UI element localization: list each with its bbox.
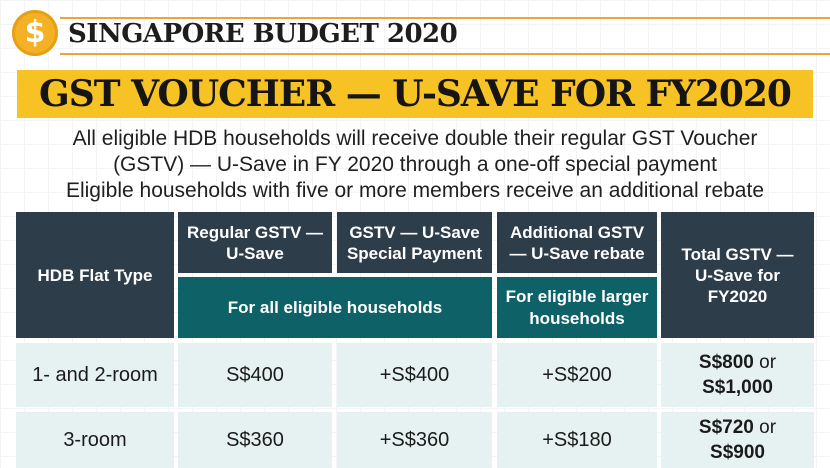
header-additional: Additional GSTV — U-Save rebate <box>497 212 657 273</box>
table-row-1-flat-type: 1- and 2-room <box>16 343 174 407</box>
subheader-larger: For eligible larger households <box>497 277 657 338</box>
row-2-regular-text: S$360 <box>226 428 284 451</box>
header-rule-bottom <box>60 53 830 55</box>
table-row-1-special: +S$400 <box>337 343 492 407</box>
table-row-2-additional: +S$180 <box>497 412 657 468</box>
row-2-total-b: S$900 <box>710 442 765 463</box>
dollar-symbol: $ <box>24 15 46 50</box>
table-row-2-flat-type: 3-room <box>16 412 174 468</box>
subheader-larger-label: For eligible larger households <box>505 286 649 328</box>
row-1-total-b: S$1,000 <box>702 377 773 398</box>
row-2-total-a: S$720 <box>698 417 754 438</box>
header-special: GSTV — U-Save Special Payment <box>337 212 492 273</box>
row-1-total-or: or <box>753 352 777 373</box>
header-regular: Regular GSTV — U-Save <box>178 212 332 273</box>
table-row-2-total: S$720 or S$900 <box>661 412 814 468</box>
row-1-total-a: S$800 <box>698 352 754 373</box>
subheader-all-eligible-label: For all eligible households <box>227 297 443 317</box>
table-row-1-additional: +S$200 <box>497 343 657 407</box>
page-title: GST VOUCHER — U-SAVE FOR FY2020 <box>39 73 792 115</box>
intro-line-2: (GSTV) — U-Save in FY 2020 through a one… <box>113 153 717 176</box>
row-1-special-text: +S$400 <box>379 363 450 386</box>
header-additional-label: Additional GSTV — U-Save rebate <box>509 222 645 263</box>
subheader-all-eligible: For all eligible households <box>178 277 492 338</box>
page-header: $ SINGAPORE BUDGET 2020 <box>0 0 830 66</box>
header-regular-label: Regular GSTV — U-Save <box>186 222 324 263</box>
table-row-2-regular: S$360 <box>178 412 332 468</box>
table-row-2-special: +S$360 <box>337 412 492 468</box>
intro-line-3: Eligible households with five or more me… <box>65 179 765 202</box>
title-banner: GST VOUCHER — U-SAVE FOR FY2020 <box>17 70 813 118</box>
header-total: Total GSTV — U-Save for FY2020 <box>661 212 814 338</box>
row-2-special-text: +S$360 <box>379 428 450 451</box>
header-flat-type-label: HDB Flat Type <box>37 265 153 285</box>
intro-line-1: All eligible HDB households will receive… <box>72 127 758 150</box>
row-2-additional-text: +S$180 <box>542 428 612 451</box>
header-total-label: Total GSTV — U-Save for FY2020 <box>681 244 794 306</box>
table-row-1-total: S$800 or S$1,000 <box>661 343 814 407</box>
table-row-1-regular: S$400 <box>178 343 332 407</box>
intro-text: All eligible HDB households will receive… <box>0 126 830 204</box>
row-1-regular-text: S$400 <box>226 363 284 386</box>
header-special-label: GSTV — U-Save Special Payment <box>346 222 483 263</box>
brand-label: SINGAPORE BUDGET 2020 <box>68 19 458 49</box>
row-2-flat-type-text: 3-room <box>63 428 127 451</box>
row-2-total-or: or <box>753 417 777 438</box>
header-flat-type: HDB Flat Type <box>16 212 174 338</box>
header-rule-top <box>60 17 830 19</box>
row-1-additional-text: +S$200 <box>542 363 612 386</box>
dollar-coin-icon: $ <box>12 10 58 56</box>
row-1-flat-type-text: 1- and 2-room <box>32 363 158 386</box>
